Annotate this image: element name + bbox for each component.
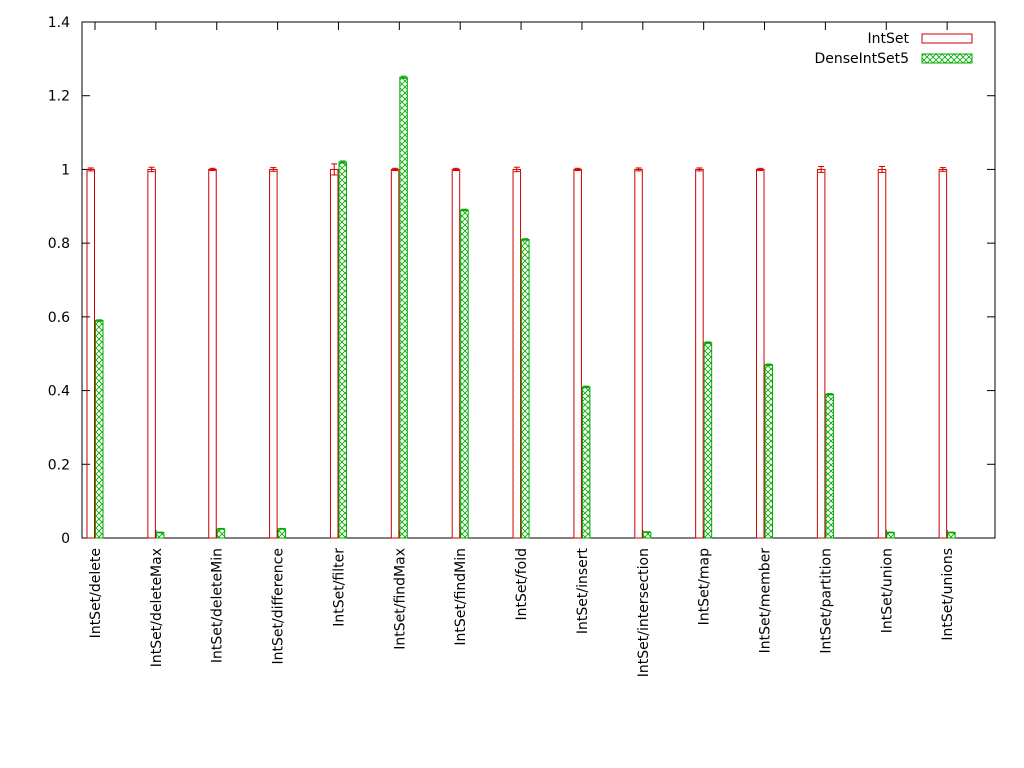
bar-denseintset5-8	[581, 386, 591, 539]
bar-intset-3	[269, 168, 278, 539]
bar-intset-2	[208, 168, 217, 539]
bar-intset-14	[938, 168, 948, 539]
bar-intset-9	[634, 168, 643, 539]
y-tick-label: 1	[61, 162, 70, 178]
legend-swatch-denseintset5	[921, 53, 973, 64]
bar-intset-10	[695, 168, 704, 539]
bar-intset-8	[573, 168, 582, 539]
bar-intset-0	[86, 168, 95, 539]
x-category-label: IntSet/delete	[88, 548, 104, 638]
x-category-label: IntSet/union	[879, 548, 895, 633]
legend: IntSet DenseIntSet5	[814, 31, 973, 67]
bar-denseintset5-7	[521, 238, 530, 539]
y-tick-label: 0.8	[48, 236, 70, 252]
x-category-label: IntSet/deleteMin	[210, 548, 226, 663]
x-category-label: IntSet/filter	[331, 548, 347, 627]
legend-swatch-intset	[921, 33, 973, 44]
bars-layer	[86, 22, 956, 539]
x-category-label: IntSet/map	[697, 548, 713, 625]
bar-denseintset5-9	[642, 531, 652, 539]
x-category-label: IntSet/insert	[575, 548, 591, 635]
y-tick-label: 1.4	[48, 15, 70, 31]
y-tick-label: 0.6	[48, 310, 70, 326]
bar-denseintset5-10	[703, 342, 713, 539]
bar-intset-4	[329, 168, 339, 539]
x-category-label: IntSet/unions	[940, 548, 956, 641]
x-category-label: IntSet/difference	[271, 548, 287, 664]
bar-intset-1	[147, 168, 156, 539]
bar-denseintset5-11	[764, 364, 774, 539]
x-category-label: IntSet/intersection	[636, 548, 652, 677]
x-category-label: IntSet/findMin	[453, 548, 469, 646]
x-category-label: IntSet/deleteMax	[149, 548, 165, 667]
bar-intset-7	[512, 168, 522, 539]
x-axis-category-labels: IntSet/delete IntSet/deleteMax IntSet/dele…	[88, 548, 956, 678]
legend-label-intset: IntSet	[868, 31, 910, 47]
x-category-label: IntSet/findMax	[392, 548, 408, 650]
y-tick-label: 0.2	[48, 457, 70, 473]
bar-intset-12	[816, 168, 826, 539]
plot-frame	[81, 21, 996, 539]
y-tick-label: 1.2	[48, 89, 70, 105]
x-category-label: IntSet/member	[758, 548, 774, 654]
bar-denseintset5-4	[338, 161, 347, 539]
x-category-label: IntSet/partition	[818, 548, 834, 654]
bar-intset-6	[451, 168, 461, 539]
y-axis-ticks: 0 0.2 0.4 0.6 0.8 1 1.2 1.4	[48, 15, 995, 547]
bar-intset-13	[877, 168, 887, 539]
bar-denseintset5-6	[460, 209, 469, 539]
bar-denseintset5-5	[399, 76, 408, 539]
bar-intset-11	[756, 168, 765, 539]
x-category-label: IntSet/fold	[514, 548, 530, 620]
y-tick-label: 0.4	[48, 384, 70, 400]
bar-intset-5	[390, 168, 400, 539]
y-tick-label: 0	[61, 531, 70, 547]
bar-denseintset5-0	[95, 320, 104, 539]
bar-denseintset5-3	[277, 528, 287, 539]
bar-denseintset5-2	[216, 528, 226, 539]
bar-denseintset5-12	[825, 393, 834, 539]
legend-label-denseintset5: DenseIntSet5	[814, 51, 909, 67]
